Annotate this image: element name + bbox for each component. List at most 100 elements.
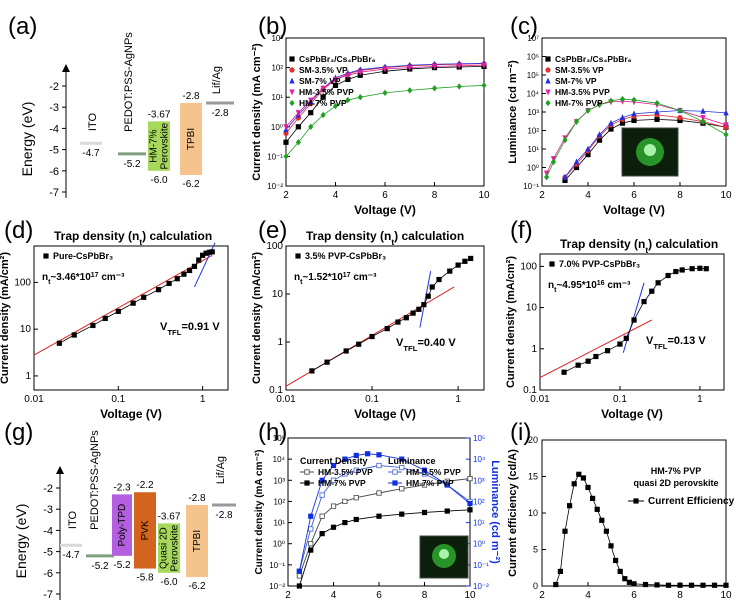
chart-d-ytick-label: 1	[25, 371, 31, 382]
chart-e-point	[425, 293, 431, 299]
diagram-a-layer-pedot-pss-agnps-name: PEDOT:PSS-AgNPs	[123, 32, 135, 132]
diagram-g-layer-lif-ag-name: Lif/Ag	[215, 456, 227, 484]
chart-d-xtick-label: 0.01	[24, 394, 44, 405]
chart-h-ytick-right-label: 10⁰	[473, 540, 485, 549]
chart-h-point	[467, 507, 473, 513]
chart-h-point	[308, 541, 314, 547]
chart-h-point	[296, 583, 302, 589]
chart-c-point	[723, 109, 729, 116]
chart-d-point	[102, 315, 108, 321]
diagram-g-axis-arrow	[56, 466, 64, 474]
diagram-a-axis-arrow	[62, 64, 70, 72]
chart-c-point	[608, 97, 614, 105]
chart-c-point	[654, 99, 660, 107]
chart-d-point	[141, 294, 147, 300]
chart-b-ytick-label: 10⁻²	[267, 182, 283, 191]
chart-f-trap-density-part: t	[554, 287, 557, 294]
diagram-g-layer-pvk-bottom-value: -5.8	[136, 573, 154, 584]
chart-i-point	[677, 582, 683, 588]
chart-d-vtfl-part: =0.91 V	[181, 321, 220, 333]
diagram-a-ytick-label: -7	[49, 187, 59, 199]
chart-h-point	[342, 498, 348, 505]
chart-c-point	[723, 122, 729, 129]
chart-d-point	[155, 287, 162, 293]
chart-c-point	[700, 107, 706, 114]
chart-i-point	[617, 568, 623, 575]
chart-h-point	[319, 477, 325, 483]
chart-e-vtfl-part: V	[396, 337, 404, 349]
diagram-a-layer-hm-7-perovskite-name: HM-7%	[149, 129, 160, 162]
diagram-g-layer-pvk-top-value: -2.2	[136, 480, 154, 491]
chart-h-xtick-label: 10	[464, 590, 476, 601]
chart-h-point	[296, 568, 302, 574]
chart-e-xlabel: Voltage (V)	[354, 407, 416, 421]
panel-label-g: (g)	[4, 419, 33, 446]
chart-e-trap-density-part: ~1.52*10	[302, 272, 343, 283]
panel-label-b: (b)	[258, 13, 287, 40]
chart-d-trap-density-part: cm⁻³	[99, 272, 126, 283]
chart-e-point	[462, 258, 468, 264]
chart-h-ytick-label: 10⁴	[273, 455, 286, 464]
chart-b-point	[320, 111, 326, 119]
chart-h-xlabel: Voltage (V)	[348, 601, 410, 603]
chart-b-xtick-label: 10	[478, 190, 490, 201]
chart-c-point	[562, 136, 568, 144]
chart-h-point	[330, 477, 337, 483]
chart-b-series-line	[285, 63, 485, 134]
chart-i-point	[711, 582, 718, 588]
chart-h-point	[308, 513, 314, 519]
diagram-a-ytick-label: -4	[49, 123, 59, 135]
chart-d-point	[130, 300, 136, 306]
chart-i-point	[557, 568, 564, 575]
chart-d-ylabel: Current density (mA/cm²)	[0, 252, 11, 384]
diagram-a-layer-hm-7-perovskite-bottom-value: -6.0	[150, 175, 168, 186]
diagram-g-layer-poly-tpd-top-value: -2.3	[113, 482, 131, 493]
chart-e-point	[369, 333, 375, 340]
chart-c-point	[700, 115, 706, 122]
chart-c-point	[619, 95, 626, 103]
chart-f-ytick-label: 10	[526, 303, 538, 314]
chart-b-point	[407, 87, 413, 94]
chart-h-ytick-right-label: 10⁻¹	[473, 561, 489, 570]
chart-i-annotation-1: HM-7% PVP	[651, 466, 702, 476]
chart-i-point	[590, 495, 596, 502]
chart-f-xtick-label: 0.01	[530, 394, 550, 405]
chart-d-point	[71, 332, 77, 338]
chart-i-series-line	[555, 473, 726, 586]
chart-f-xlabel: Voltage (V)	[601, 407, 663, 421]
chart-b-point	[456, 83, 462, 90]
chart-f-title-part: ) calculation	[648, 237, 718, 251]
chart-h-ytick-label: 10⁻²	[269, 582, 285, 591]
inset-photo-c-core	[644, 144, 656, 156]
diagram-g-layer-quasi-2d-perovskite-bottom-value: -6.0	[160, 577, 178, 588]
chart-b-ytick-label: 10³	[271, 34, 283, 43]
diagram-g-ytick-label: -3	[43, 504, 53, 516]
chart-d-trap-density-part: n	[42, 272, 48, 283]
diagram-g-layer-pedot-pss-agnps-name: PEDOT:PSS-AgNPs	[89, 430, 101, 530]
chart-i-ytick-label: 15	[528, 472, 538, 482]
chart-b-series-line	[285, 85, 485, 157]
chart-f-point	[655, 280, 661, 286]
chart-h-point	[330, 524, 337, 530]
diagram-a-layer-hm-7-perovskite	[148, 121, 170, 171]
diagram-a-layer-ito-name: ITO	[87, 112, 99, 131]
chart-h-point	[399, 486, 405, 492]
chart-d-xtick-label: 0.1	[111, 394, 125, 405]
chart-i-point	[562, 528, 568, 534]
chart-b-legend-item: HM-7% PVP	[299, 98, 347, 108]
chart-b-point	[295, 110, 302, 117]
chart-f-legend-marker	[549, 261, 555, 267]
chart-h-ytick-right-label: 10⁵	[473, 434, 485, 443]
chart-h-point	[421, 482, 428, 488]
chart-i-xtick-label: 2	[539, 590, 545, 601]
chart-e-vtfl-part: =0.40 V	[417, 337, 456, 349]
chart-e-point	[343, 348, 349, 354]
chart-h-ytick-right-label: 10²	[473, 497, 485, 506]
diagram-a-layer-ito-value: -4.7	[82, 148, 100, 159]
chart-b-point	[283, 153, 289, 160]
chart-b-point	[308, 123, 314, 130]
chart-c-xlabel: Voltage (V)	[603, 203, 665, 217]
diagram-g-layer-quasi-2d-perovskite-name: Perovskite	[170, 524, 181, 571]
chart-f-point	[561, 369, 567, 375]
chart-f-point	[593, 353, 599, 360]
